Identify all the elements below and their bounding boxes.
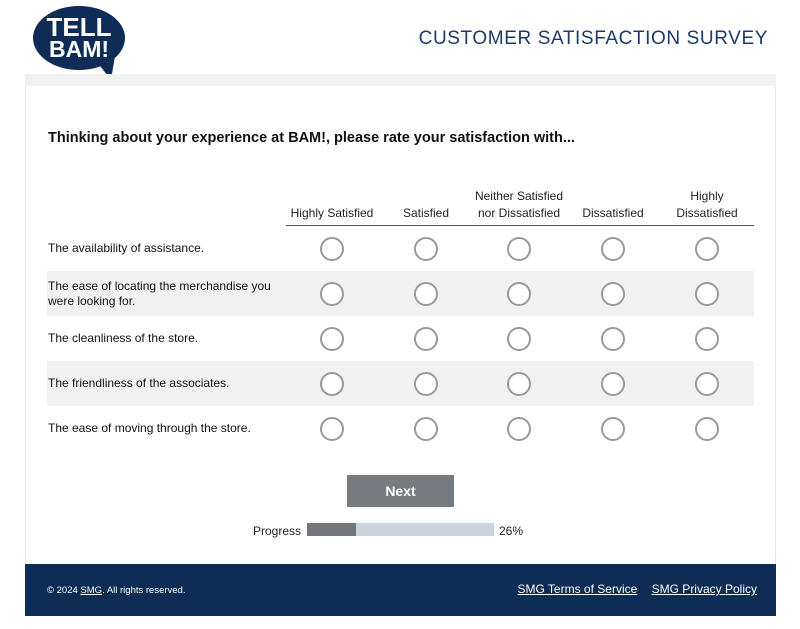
header-divider bbox=[286, 225, 754, 226]
radio-highly-dissatisfied[interactable] bbox=[695, 417, 719, 441]
radio-neither[interactable] bbox=[507, 282, 531, 306]
progress-percent: 26% bbox=[499, 524, 524, 538]
panel-top-bar bbox=[25, 74, 776, 86]
row-label: The friendliness of the associates. bbox=[48, 376, 230, 390]
radio-highly-satisfied[interactable] bbox=[320, 282, 344, 306]
radio-highly-satisfied[interactable] bbox=[320, 372, 344, 396]
scale-header-highly-dissatisfied: Highly Dissatisfied bbox=[676, 189, 738, 220]
radio-highly-satisfied[interactable] bbox=[320, 327, 344, 351]
radio-satisfied[interactable] bbox=[414, 327, 438, 351]
privacy-policy-link[interactable]: SMG Privacy Policy bbox=[651, 582, 757, 596]
progress-bar-fill bbox=[307, 523, 356, 536]
survey-panel bbox=[25, 74, 776, 564]
radio-dissatisfied[interactable] bbox=[601, 372, 625, 396]
row-label: The cleanliness of the store. bbox=[48, 331, 199, 345]
radio-neither[interactable] bbox=[507, 417, 531, 441]
matrix-row-availability: The availability of assistance. bbox=[47, 226, 754, 271]
scale-header-satisfied: Satisfied bbox=[402, 206, 450, 220]
terms-of-service-link[interactable]: SMG Terms of Service bbox=[517, 582, 638, 596]
scale-header-neither: Neither Satisfied nor Dissatisfied bbox=[474, 189, 564, 220]
radio-neither[interactable] bbox=[507, 237, 531, 261]
copyright-text: © 2024 SMG. All rights reserved. bbox=[47, 585, 185, 596]
question-text: Thinking about your experience at BAM!, … bbox=[48, 130, 575, 146]
radio-satisfied[interactable] bbox=[414, 282, 438, 306]
radio-highly-dissatisfied[interactable] bbox=[695, 282, 719, 306]
matrix-row-moving-through-store: The ease of moving through the store. bbox=[47, 406, 754, 451]
row-label: The availability of assistance. bbox=[48, 241, 205, 255]
survey-title: CUSTOMER SATISFACTION SURVEY bbox=[418, 28, 768, 49]
copyright-prefix: © 2024 bbox=[47, 585, 81, 596]
logo-text-bam: BAM! bbox=[48, 36, 110, 62]
copyright-suffix: . All rights reserved. bbox=[102, 585, 186, 596]
footer: © 2024 SMG. All rights reserved. SMG Ter… bbox=[25, 564, 776, 616]
matrix-row-locating-merchandise: The ease of locating the merchandise you… bbox=[47, 271, 754, 316]
scale-header-dissatisfied: Dissatisfied bbox=[582, 206, 644, 220]
radio-dissatisfied[interactable] bbox=[601, 417, 625, 441]
row-label: The ease of locating the merchandise you… bbox=[48, 278, 271, 308]
radio-dissatisfied[interactable] bbox=[601, 282, 625, 306]
radio-highly-dissatisfied[interactable] bbox=[695, 237, 719, 261]
radio-satisfied[interactable] bbox=[414, 417, 438, 441]
radio-dissatisfied[interactable] bbox=[601, 327, 625, 351]
radio-satisfied[interactable] bbox=[414, 372, 438, 396]
copyright-org-link[interactable]: SMG bbox=[80, 585, 103, 596]
next-button[interactable]: Next bbox=[347, 475, 454, 507]
tell-bam-logo: TELL BAM! bbox=[33, 4, 125, 80]
matrix-row-friendliness: The friendliness of the associates. bbox=[47, 361, 754, 406]
footer-links: SMG Terms of Service SMG Privacy Policy bbox=[506, 582, 757, 596]
radio-highly-dissatisfied[interactable] bbox=[695, 327, 719, 351]
radio-highly-dissatisfied[interactable] bbox=[695, 372, 719, 396]
radio-highly-satisfied[interactable] bbox=[320, 417, 344, 441]
scale-header-highly-satisfied: Highly Satisfied bbox=[290, 206, 374, 220]
radio-dissatisfied[interactable] bbox=[601, 237, 625, 261]
radio-neither[interactable] bbox=[507, 327, 531, 351]
matrix-row-cleanliness: The cleanliness of the store. bbox=[47, 316, 754, 361]
radio-satisfied[interactable] bbox=[414, 237, 438, 261]
radio-highly-satisfied[interactable] bbox=[320, 237, 344, 261]
row-label: The ease of moving through the store. bbox=[48, 421, 251, 435]
progress-bar bbox=[307, 523, 494, 536]
logo-text-tell: TELL bbox=[46, 12, 112, 42]
progress-label: Progress bbox=[253, 524, 302, 538]
header: TELL BAM! CUSTOMER SATISFACTION SURVEY bbox=[0, 0, 800, 80]
radio-neither[interactable] bbox=[507, 372, 531, 396]
